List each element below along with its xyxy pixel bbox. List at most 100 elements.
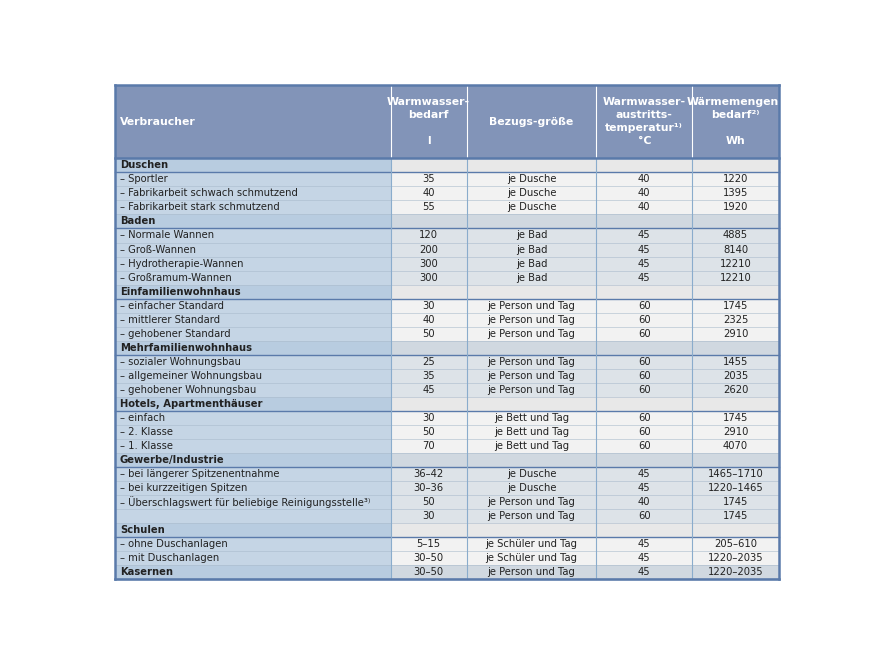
Bar bbox=[115, 453, 391, 467]
Text: – Sportler: – Sportler bbox=[119, 174, 167, 184]
Text: je Person und Tag: je Person und Tag bbox=[487, 357, 576, 367]
Bar bbox=[596, 509, 692, 523]
Bar bbox=[467, 270, 596, 285]
Text: 45: 45 bbox=[638, 540, 651, 549]
Text: 25: 25 bbox=[422, 357, 435, 367]
Text: 40: 40 bbox=[638, 174, 651, 184]
Text: – einfacher Standard: – einfacher Standard bbox=[119, 301, 224, 311]
Text: 35: 35 bbox=[422, 371, 435, 381]
Bar bbox=[467, 355, 596, 369]
Text: je Person und Tag: je Person und Tag bbox=[487, 301, 576, 311]
Text: Hotels, Apartmenthäuser: Hotels, Apartmenthäuser bbox=[119, 399, 262, 409]
Bar bbox=[115, 285, 391, 299]
Bar bbox=[692, 313, 779, 327]
Bar bbox=[596, 243, 692, 257]
Bar bbox=[692, 453, 779, 467]
Bar bbox=[115, 327, 391, 341]
Bar bbox=[115, 383, 391, 397]
Text: – Hydrotherapie-Wannen: – Hydrotherapie-Wannen bbox=[119, 259, 243, 268]
Bar bbox=[692, 257, 779, 270]
Bar bbox=[391, 467, 467, 481]
Text: 1220: 1220 bbox=[723, 174, 748, 184]
Text: je Bett und Tag: je Bett und Tag bbox=[494, 427, 569, 437]
Text: Schulen: Schulen bbox=[119, 525, 165, 536]
Bar bbox=[692, 481, 779, 495]
Text: je Bad: je Bad bbox=[515, 230, 548, 240]
Text: 40: 40 bbox=[422, 315, 435, 325]
Text: 1220–2035: 1220–2035 bbox=[708, 567, 763, 578]
Bar bbox=[115, 397, 391, 411]
Bar bbox=[467, 453, 596, 467]
Text: Duschen: Duschen bbox=[119, 161, 168, 170]
Bar bbox=[115, 495, 391, 509]
Text: Mehrfamilienwohnhaus: Mehrfamilienwohnhaus bbox=[119, 343, 252, 353]
Bar bbox=[467, 341, 596, 355]
Bar bbox=[467, 313, 596, 327]
Text: Warmwasser-
austritts-
temperatur¹⁾
°C: Warmwasser- austritts- temperatur¹⁾ °C bbox=[603, 97, 685, 146]
Bar bbox=[115, 201, 391, 215]
Bar bbox=[692, 551, 779, 565]
Bar bbox=[596, 411, 692, 425]
Bar bbox=[467, 285, 596, 299]
Text: 45: 45 bbox=[638, 483, 651, 494]
Text: – Großramum-Wannen: – Großramum-Wannen bbox=[119, 272, 232, 282]
Bar bbox=[391, 313, 467, 327]
Bar bbox=[115, 270, 391, 285]
Bar bbox=[596, 425, 692, 439]
Bar bbox=[391, 327, 467, 341]
Bar bbox=[391, 369, 467, 383]
Text: 205–610: 205–610 bbox=[714, 540, 757, 549]
Bar bbox=[596, 228, 692, 243]
Bar bbox=[467, 257, 596, 270]
Bar bbox=[467, 228, 596, 243]
Bar bbox=[391, 186, 467, 201]
Bar bbox=[692, 201, 779, 215]
Bar bbox=[596, 383, 692, 397]
Text: 2910: 2910 bbox=[723, 427, 748, 437]
Text: 60: 60 bbox=[638, 441, 651, 451]
Text: 1920: 1920 bbox=[723, 203, 748, 213]
Text: 1395: 1395 bbox=[723, 188, 748, 198]
Bar bbox=[692, 285, 779, 299]
Bar bbox=[391, 439, 467, 453]
Bar bbox=[467, 186, 596, 201]
Text: – Überschlagswert für beliebige Reinigungsstelle³⁾: – Überschlagswert für beliebige Reinigun… bbox=[119, 496, 371, 508]
Bar bbox=[115, 411, 391, 425]
Bar bbox=[391, 509, 467, 523]
Bar bbox=[596, 467, 692, 481]
Bar bbox=[391, 411, 467, 425]
Bar bbox=[596, 285, 692, 299]
Bar bbox=[596, 172, 692, 186]
Text: je Person und Tag: je Person und Tag bbox=[487, 371, 576, 381]
Bar bbox=[115, 523, 391, 538]
Bar bbox=[467, 172, 596, 186]
Bar bbox=[596, 453, 692, 467]
Text: Baden: Baden bbox=[119, 216, 155, 226]
Bar bbox=[391, 201, 467, 215]
Text: je Schüler und Tag: je Schüler und Tag bbox=[486, 553, 577, 563]
Text: – einfach: – einfach bbox=[119, 413, 165, 423]
Bar bbox=[692, 299, 779, 313]
Text: 60: 60 bbox=[638, 357, 651, 367]
Bar bbox=[391, 538, 467, 551]
Bar bbox=[467, 201, 596, 215]
Text: 60: 60 bbox=[638, 315, 651, 325]
Bar bbox=[596, 313, 692, 327]
Text: je Dusche: je Dusche bbox=[507, 174, 556, 184]
Bar bbox=[391, 228, 467, 243]
Bar bbox=[467, 523, 596, 538]
Text: 45: 45 bbox=[638, 272, 651, 282]
Text: – mittlerer Standard: – mittlerer Standard bbox=[119, 315, 220, 325]
Text: 55: 55 bbox=[422, 203, 435, 213]
Bar bbox=[596, 215, 692, 228]
Text: 1745: 1745 bbox=[723, 301, 748, 311]
Text: 30: 30 bbox=[422, 301, 435, 311]
Bar bbox=[596, 397, 692, 411]
Text: 1220–1465: 1220–1465 bbox=[707, 483, 763, 494]
Bar bbox=[692, 228, 779, 243]
Text: – 2. Klasse: – 2. Klasse bbox=[119, 427, 173, 437]
Text: 30–50: 30–50 bbox=[413, 567, 444, 578]
Bar bbox=[467, 159, 596, 172]
Bar bbox=[115, 425, 391, 439]
Bar bbox=[596, 186, 692, 201]
